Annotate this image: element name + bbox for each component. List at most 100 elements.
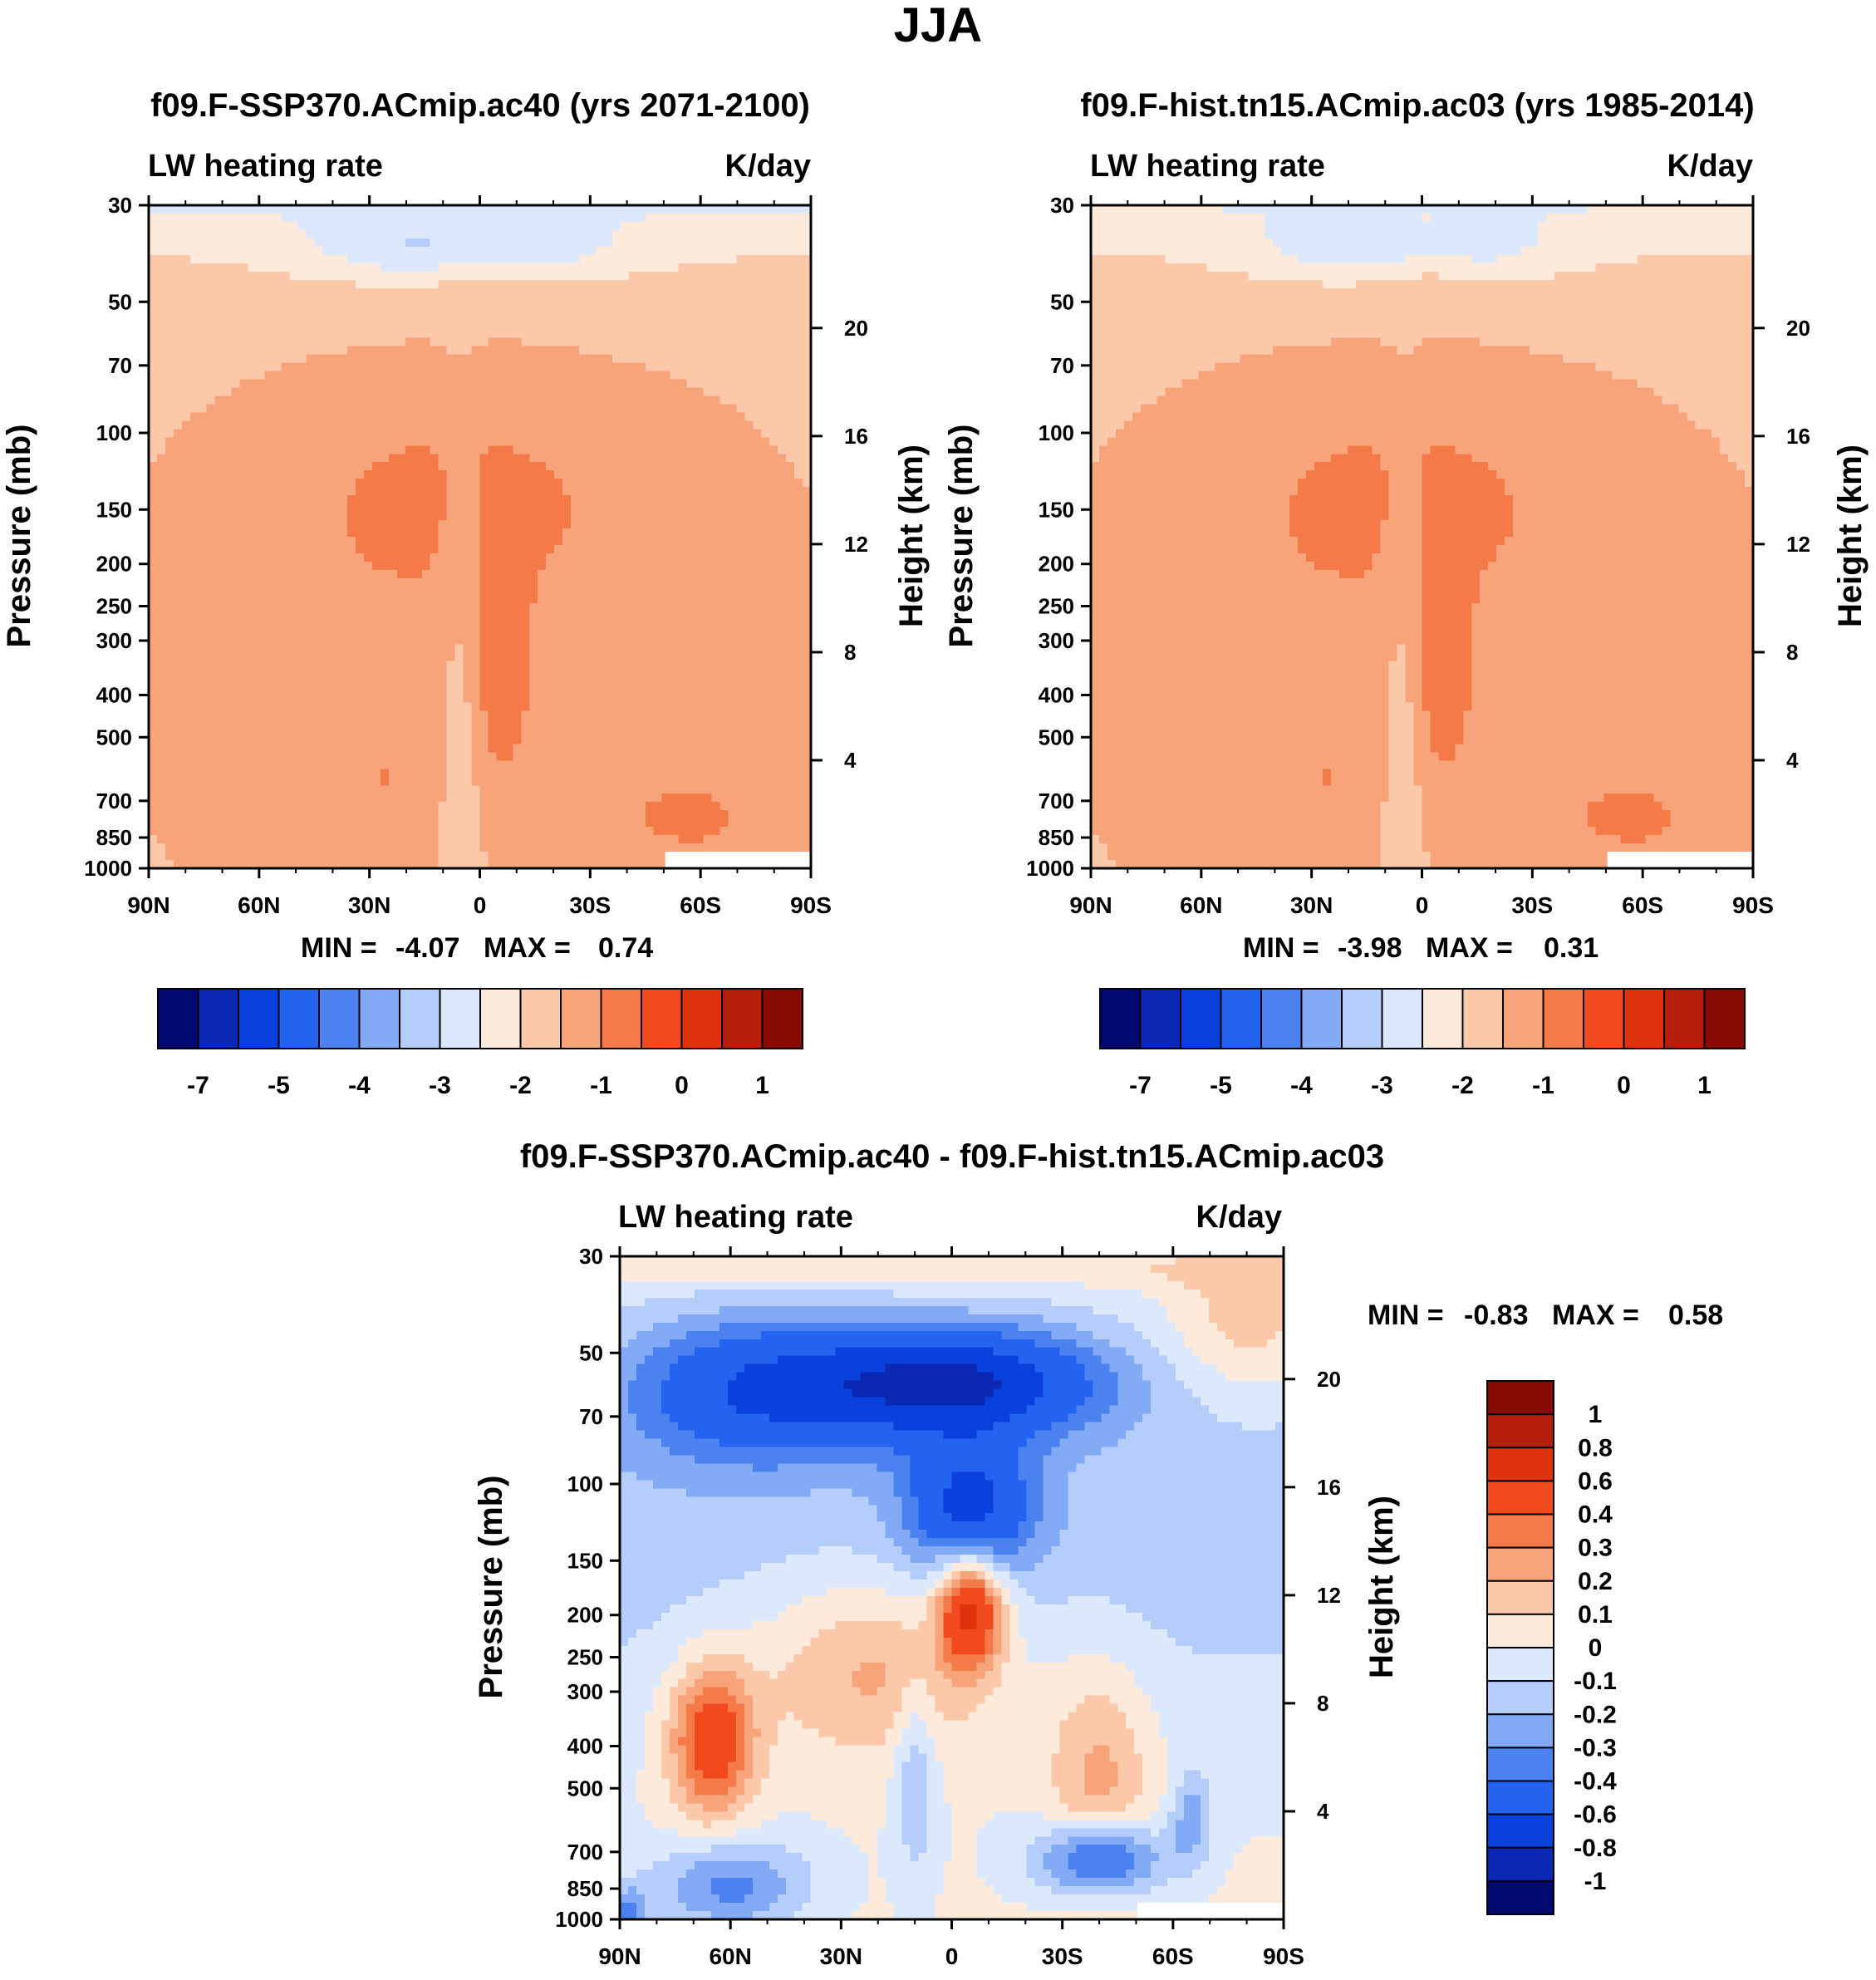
heatmap-cell bbox=[380, 246, 390, 256]
heatmap-cell bbox=[761, 304, 770, 314]
heatmap-cell bbox=[356, 321, 365, 331]
heatmap-cell bbox=[273, 602, 282, 612]
heatmap-cell bbox=[538, 296, 547, 306]
heatmap-cell bbox=[189, 627, 199, 637]
heatmap-cell bbox=[181, 569, 191, 579]
heatmap-cell bbox=[636, 362, 646, 372]
heatmap-cell bbox=[380, 304, 390, 314]
heatmap-cell bbox=[620, 429, 630, 438]
heatmap-cell bbox=[396, 636, 406, 646]
heatmap-cell bbox=[794, 379, 803, 389]
heatmap-cell bbox=[769, 362, 778, 372]
heatmap-cell bbox=[189, 520, 199, 529]
heatmap-cell bbox=[256, 229, 266, 239]
heatmap-cell bbox=[753, 437, 762, 446]
heatmap-cell bbox=[488, 702, 498, 712]
heatmap-cell bbox=[636, 296, 646, 306]
heatmap-cell bbox=[256, 271, 266, 281]
heatmap-cell bbox=[231, 636, 241, 646]
heatmap-cell bbox=[371, 702, 381, 712]
heatmap-cell bbox=[529, 487, 538, 496]
heatmap-cell bbox=[388, 652, 398, 662]
heatmap-cell bbox=[703, 611, 713, 621]
heatmap-cell bbox=[620, 661, 630, 671]
heatmap-cell bbox=[223, 271, 233, 281]
heatmap-cell bbox=[703, 437, 713, 446]
heatmap-cell bbox=[248, 553, 258, 563]
heatmap-cell bbox=[396, 429, 406, 438]
heatmap-cell bbox=[744, 677, 754, 687]
heatmap-cell bbox=[719, 470, 729, 479]
heatmap-cell bbox=[703, 420, 713, 430]
heatmap-cell bbox=[496, 685, 505, 695]
heatmap-cell bbox=[165, 354, 174, 364]
heatmap-cell bbox=[538, 346, 547, 356]
heatmap-cell bbox=[803, 710, 812, 720]
heatmap-cell bbox=[645, 246, 655, 256]
heatmap-cell bbox=[198, 710, 208, 720]
heatmap-cell bbox=[356, 254, 365, 264]
heatmap-cell bbox=[289, 694, 298, 704]
heatmap-cell bbox=[587, 685, 597, 695]
heatmap-cell bbox=[719, 553, 729, 563]
heatmap-cell bbox=[396, 321, 406, 331]
heatmap-cell bbox=[562, 528, 572, 538]
heatmap-cell bbox=[446, 479, 456, 488]
heatmap-cell bbox=[256, 685, 266, 695]
heatmap-cell bbox=[471, 544, 481, 554]
heatmap-cell bbox=[695, 362, 705, 372]
heatmap-cell bbox=[769, 602, 778, 612]
heatmap-cell bbox=[686, 520, 696, 529]
heatmap-cell bbox=[670, 528, 680, 538]
heatmap-cell bbox=[430, 627, 440, 637]
heatmap-cell bbox=[297, 577, 307, 587]
heatmap-cell bbox=[794, 312, 803, 322]
heatmap-cell bbox=[248, 652, 258, 662]
heatmap-cell bbox=[736, 495, 745, 504]
heatmap-cell bbox=[149, 371, 158, 381]
heatmap-cell bbox=[794, 619, 803, 629]
heatmap-cell bbox=[496, 602, 505, 612]
heatmap-cell bbox=[454, 636, 464, 646]
heatmap-cell bbox=[686, 346, 696, 356]
heatmap-cell bbox=[479, 437, 489, 446]
heatmap-cell bbox=[803, 528, 812, 538]
heatmap-cell bbox=[413, 577, 423, 587]
heatmap-cell bbox=[661, 602, 671, 612]
heatmap-cell bbox=[728, 362, 737, 372]
heatmap-cell bbox=[339, 246, 348, 256]
heatmap-cell bbox=[231, 627, 241, 637]
heatmap-cell bbox=[620, 577, 630, 587]
heatmap-cell bbox=[322, 263, 331, 273]
heatmap-cell bbox=[661, 454, 671, 463]
heatmap-cell bbox=[546, 396, 555, 405]
heatmap-cell bbox=[686, 271, 696, 281]
heatmap-cell bbox=[653, 462, 663, 471]
heatmap-cell bbox=[273, 586, 282, 596]
heatmap-cell bbox=[239, 537, 249, 546]
heatmap-cell bbox=[297, 602, 307, 612]
heatmap-cell bbox=[413, 396, 423, 405]
heatmap-cell bbox=[214, 387, 224, 397]
heatmap-cell bbox=[356, 271, 365, 281]
heatmap-cell bbox=[421, 387, 431, 397]
heatmap-cell bbox=[339, 362, 348, 372]
heatmap-cell bbox=[347, 205, 356, 214]
heatmap-cell bbox=[645, 296, 655, 306]
heatmap-cell bbox=[504, 387, 513, 397]
heatmap-cell bbox=[562, 429, 572, 438]
heatmap-cell bbox=[636, 371, 646, 381]
heatmap-cell bbox=[546, 470, 555, 479]
heatmap-cell bbox=[529, 321, 538, 331]
heatmap-cell bbox=[488, 561, 498, 571]
heatmap-cell bbox=[753, 246, 762, 256]
heatmap-cell bbox=[231, 652, 241, 662]
heatmap-cell bbox=[761, 246, 770, 256]
heatmap-cell bbox=[488, 586, 498, 596]
heatmap-cell bbox=[719, 520, 729, 529]
heatmap-cell bbox=[546, 594, 555, 604]
heatmap-cell bbox=[678, 652, 688, 662]
heatmap-cell bbox=[181, 213, 191, 223]
heatmap-cell bbox=[587, 205, 597, 214]
heatmap-cell bbox=[471, 602, 481, 612]
